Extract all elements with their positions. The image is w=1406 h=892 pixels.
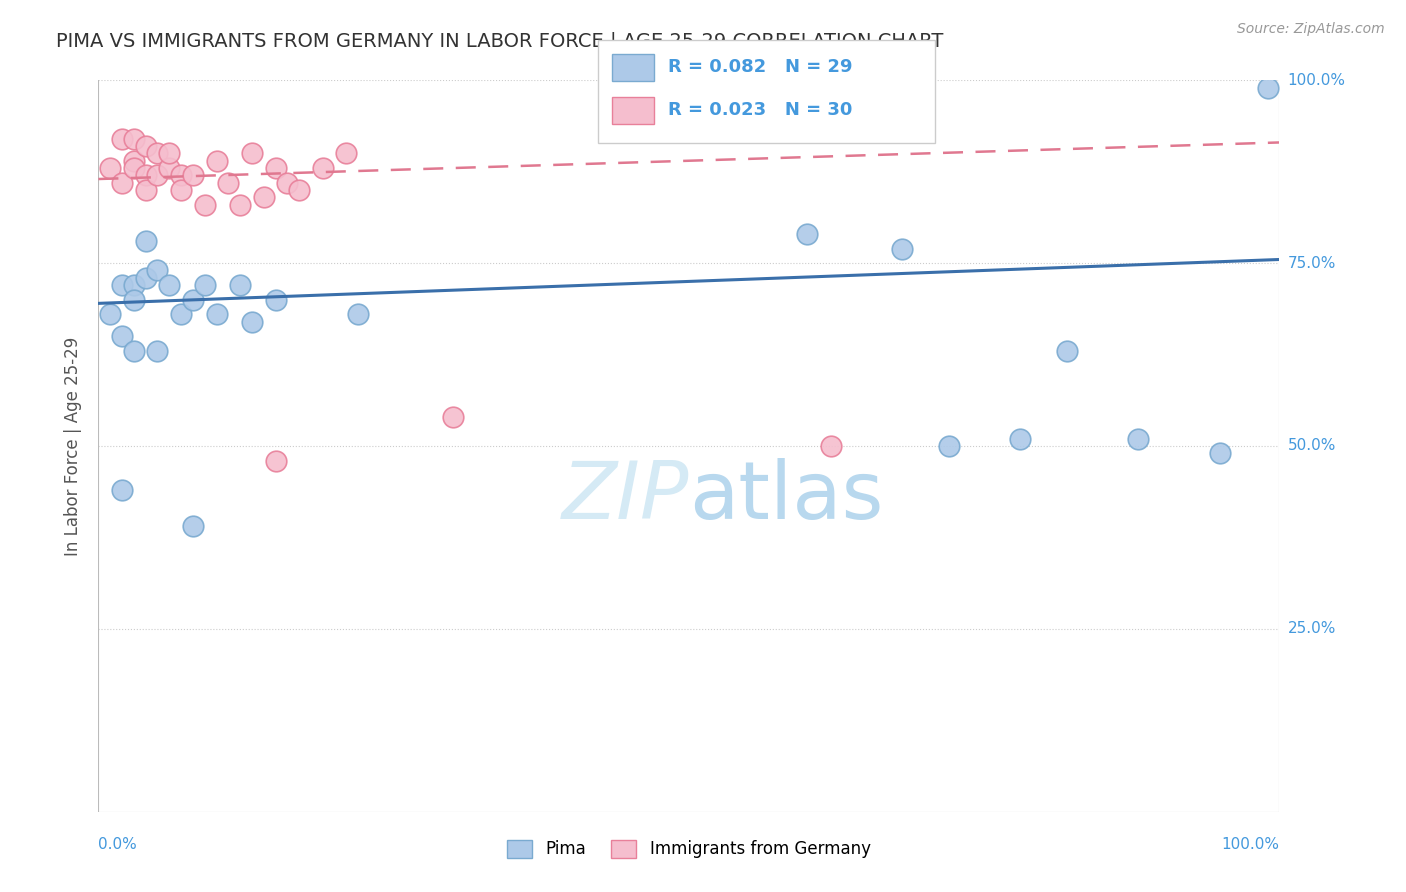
Text: atlas: atlas (689, 458, 883, 536)
Text: 25.0%: 25.0% (1288, 622, 1336, 636)
Point (938, 439, 960, 453)
Point (157, 146, 180, 161)
Point (276, 176, 298, 190)
Point (205, 307, 228, 321)
Point (122, 153, 145, 168)
Point (122, 161, 145, 175)
Point (312, 161, 335, 175)
Point (205, 153, 228, 168)
Text: 50.0%: 50.0% (1288, 439, 1336, 453)
Point (170, 169, 193, 183)
Point (1008, 432, 1031, 446)
Point (135, 234, 157, 248)
Point (229, 278, 252, 293)
Point (217, 176, 239, 190)
Text: ZIP: ZIP (561, 458, 689, 536)
Point (288, 183, 311, 197)
Point (135, 183, 157, 197)
Point (796, 227, 818, 241)
Point (253, 190, 276, 204)
Point (181, 519, 204, 533)
Point (1056, 343, 1078, 358)
Text: 75.0%: 75.0% (1288, 256, 1336, 270)
Text: PIMA VS IMMIGRANTS FROM GERMANY IN LABOR FORCE | AGE 25-29 CORRELATION CHART: PIMA VS IMMIGRANTS FROM GERMANY IN LABOR… (56, 31, 943, 51)
Point (335, 146, 357, 161)
Y-axis label: In Labor Force | Age 25-29: In Labor Force | Age 25-29 (63, 336, 82, 556)
Point (146, 146, 169, 161)
Text: Source: ZipAtlas.com: Source: ZipAtlas.com (1237, 22, 1385, 37)
Text: 100.0%: 100.0% (1222, 837, 1279, 852)
Point (135, 169, 157, 183)
Text: 0.0%: 0.0% (98, 837, 138, 852)
Text: 100.0%: 100.0% (1288, 73, 1346, 87)
Point (347, 307, 370, 321)
Point (1126, 432, 1149, 446)
Point (146, 169, 169, 183)
Point (122, 132, 145, 146)
Legend: Pima, Immigrants from Germany: Pima, Immigrants from Germany (508, 839, 870, 858)
Point (441, 409, 464, 424)
Point (135, 270, 157, 285)
Point (240, 315, 263, 329)
Point (135, 139, 157, 153)
Point (122, 343, 145, 358)
Point (157, 278, 180, 293)
Point (229, 197, 252, 211)
Point (264, 453, 287, 467)
Point (170, 183, 193, 197)
Point (264, 293, 287, 307)
Point (1209, 446, 1232, 460)
Point (122, 293, 145, 307)
Text: R = 0.023   N = 30: R = 0.023 N = 30 (668, 101, 852, 119)
Text: R = 0.082   N = 29: R = 0.082 N = 29 (668, 58, 852, 76)
Point (111, 483, 134, 497)
Point (820, 439, 842, 453)
Point (111, 132, 134, 146)
Point (98, 307, 121, 321)
Point (1257, 80, 1279, 95)
Point (170, 307, 193, 321)
Point (264, 161, 287, 175)
Point (890, 242, 912, 256)
Point (157, 161, 180, 175)
Point (111, 329, 134, 343)
Point (111, 176, 134, 190)
Point (194, 197, 217, 211)
Point (181, 169, 204, 183)
Point (240, 146, 263, 161)
Point (146, 343, 169, 358)
Point (122, 278, 145, 293)
Point (98, 161, 121, 175)
Point (194, 278, 217, 293)
Point (111, 278, 134, 293)
Point (146, 263, 169, 277)
Point (181, 293, 204, 307)
